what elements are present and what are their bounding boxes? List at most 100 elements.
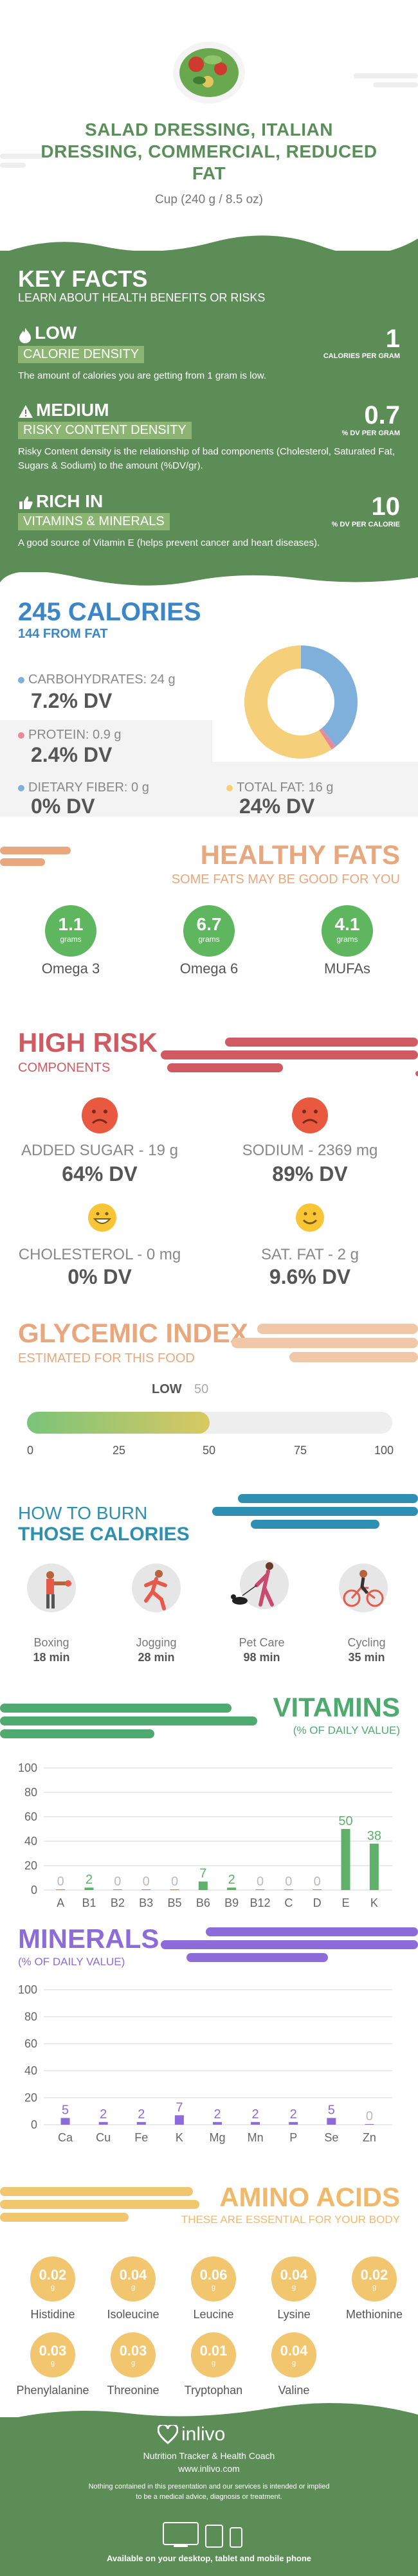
amino-unit: g [50,2359,55,2367]
vitamin-bar [284,1889,293,1890]
fact-3-badge: VITAMINS & MINERALS [18,513,170,530]
healthy-fats-title: HEALTHY FATS [200,840,400,870]
sodium-value: 89% DV [272,1162,348,1185]
omega3-unit: grams [60,935,82,944]
cholesterol-value: 0% DV [68,1265,132,1288]
amino-name: Lysine [277,2308,311,2321]
vitamin-y-tick: 20 [24,1859,37,1872]
minerals-deco-bars [161,1927,418,1962]
vitamin-category-label: B12 [250,1896,270,1909]
minerals-title: MINERALS [18,1923,159,1954]
vitamin-category-label: B6 [196,1896,210,1909]
serving-size: Cup (240 g / 8.5 oz) [155,193,263,206]
macro-fat-value: 24% DV [239,795,315,818]
vitamin-value-label: 38 [367,1829,381,1843]
mineral-bar [174,2115,184,2125]
footer-tagline: Nutrition Tracker & Health Coach [143,2451,275,2461]
burn-title-line-2: THOSE CALORIES [18,1524,190,1545]
mufa-value: 4.1 [334,914,360,934]
mineral-y-tick: 20 [24,2091,37,2104]
vitamin-category-label: D [313,1896,322,1909]
vitamin-category-label: B1 [82,1896,96,1909]
mineral-bar [213,2121,222,2125]
fact-1-value: 1 [385,325,400,353]
glycemic-subtitle: ESTIMATED FOR THIS FOOD [18,1351,195,1365]
donut-slice-fat [244,645,332,759]
mineral-y-tick: 0 [31,2118,37,2131]
footer [0,2417,418,2576]
vitamins-bar-chart: 0 20 40 60 80 100 0 A 2 B1 0 B2 0 B3 0 B5 7 B6 2 B9 0 B12 0 C 0 D… [18,1761,392,1909]
thumbs-up-icon [18,495,33,514]
amino-circle: 0.04 g [111,2256,156,2301]
amino-value: 0.02 [360,2267,388,2283]
pet-care-label: Pet Care [239,1636,285,1649]
macro-protein-value: 2.4% DV [31,743,113,766]
vitamin-y-tick: 60 [24,1810,37,1823]
grin-face-icon [87,1202,118,1236]
amino-name: Phenylalanine [16,2384,89,2397]
footer-disclaimer-2: to be a medical advice, diagnosis or tre… [136,2493,282,2501]
fact-3-desc: A good source of Vitamin E (helps preven… [18,537,320,548]
smile-face-icon [295,1202,325,1236]
amino-unit: g [372,2283,377,2291]
amino-value: 0.06 [199,2267,228,2283]
title-line-3: FAT [192,163,226,183]
amino-circle: 0.01 g [191,2332,236,2377]
vitamin-bar [255,1889,265,1890]
amino-name: Methionine [345,2308,403,2321]
boxing-icon [26,1562,77,1617]
vitamin-bar [170,1889,179,1890]
amino-circle: 0.03 g [30,2332,75,2377]
mineral-value-label: 2 [100,2107,107,2121]
vitamin-bar [113,1889,122,1890]
boxing-label: Boxing [33,1636,69,1649]
burn-title-line-1: HOW TO BURN [18,1503,148,1523]
protein-dot [18,732,24,739]
vitamin-value-label: 0 [143,1875,150,1889]
amino-unit: g [131,2359,136,2367]
amino-name: Valine [278,2384,310,2397]
salad-image [170,35,248,106]
mineral-category-label: K [176,2131,183,2144]
amino-value: 0.03 [39,2343,67,2359]
amino-unit: g [131,2283,136,2291]
mineral-bar [60,2118,70,2125]
amino-value: 0.04 [280,2343,308,2359]
fiber-dot [18,785,24,791]
vitamin-category-label: E [341,1896,349,1909]
vitamin-category-label: B5 [167,1896,181,1909]
mineral-value-label: 5 [328,2103,335,2118]
devices-icon [161,2519,257,2554]
footer-url[interactable]: www.inlivo.com [178,2463,240,2474]
key-facts-subtitle: LEARN ABOUT HEALTH BENEFITS OR RISKS [18,291,266,304]
macro-fat-label: TOTAL FAT: 16 g [226,780,333,795]
vitamin-y-tick: 0 [31,1884,37,1896]
vitamin-value-label: 7 [199,1867,206,1881]
glycemic-ticks: 0 25 50 75 100 [27,1444,394,1459]
amino-value: 0.01 [199,2343,228,2359]
jogging-label: Jogging [136,1636,177,1649]
macro-fiber-label: DIETARY FIBER: 0 g [18,780,149,795]
amino-unit: g [291,2359,296,2367]
vitamin-bar [56,1889,66,1890]
amino-title: AMINO ACIDS [219,2182,400,2212]
mineral-bar [289,2121,298,2125]
added-sugar-value: 64% DV [62,1162,138,1185]
vitamin-category-label: C [284,1896,293,1909]
minerals-bar-chart: 0 20 40 60 80 100 5 Ca 2 Cu 2 Fe 7 K 2 Mg 2 Mn 2 P 5 Se 0 Zn [18,1983,392,2144]
burn-deco-bars [212,1494,418,1529]
mineral-value-label: 2 [138,2107,145,2121]
vitamin-category-label: B9 [224,1896,239,1909]
macro-protein-label: PROTEIN: 0.9 g [18,728,122,743]
donut-slice-carbs [301,645,358,747]
amino-unit: g [211,2283,216,2291]
heart-logo-icon [157,2423,179,2447]
mineral-category-label: Mg [209,2131,225,2144]
wave-top [0,235,418,254]
mufa-circle: 4.1 grams [322,905,373,957]
macro-grey-right [212,762,418,816]
fat-label-text: TOTAL FAT: 16 g [237,780,334,795]
fact-3-value: 10 [371,492,401,521]
omega6-label: Omega 6 [179,960,239,977]
glycemic-deco-bars [232,1324,418,1362]
